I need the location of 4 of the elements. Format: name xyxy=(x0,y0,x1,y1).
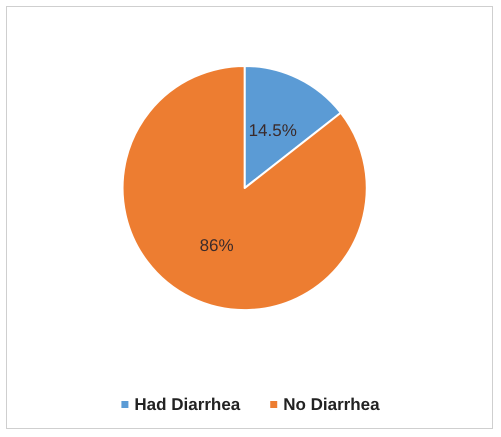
legend-label: No Diarrhea xyxy=(283,395,380,414)
legend-label: Had Diarrhea xyxy=(134,395,241,414)
data-label: 14.5% xyxy=(248,120,297,140)
data-label: 86% xyxy=(200,236,234,256)
